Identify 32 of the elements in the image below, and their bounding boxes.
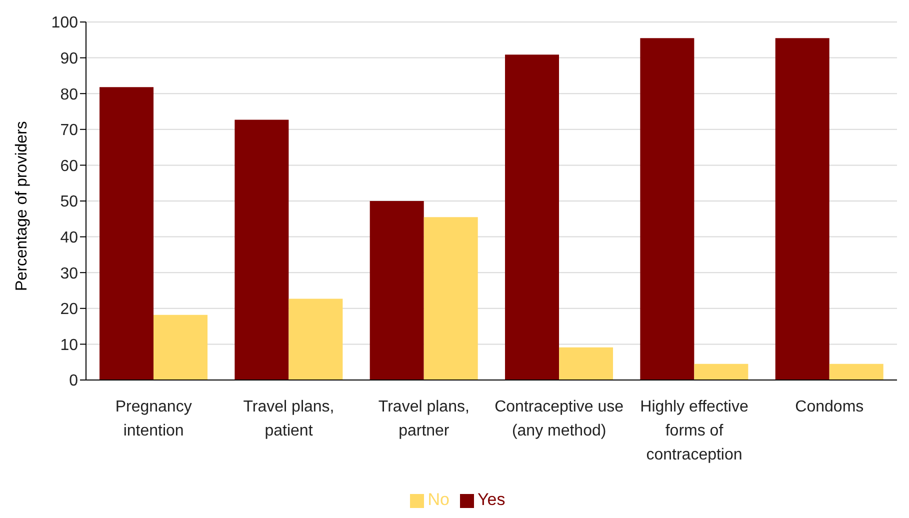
- bar: [505, 54, 560, 380]
- y-tick-label: 80: [60, 86, 78, 104]
- y-tick-label: 20: [60, 301, 78, 318]
- legend-label: Yes: [478, 490, 506, 509]
- bar: [829, 364, 884, 380]
- x-tick-label: Pregnancy intention: [115, 398, 192, 440]
- bar: [234, 120, 289, 380]
- bar: [288, 298, 343, 380]
- y-tick-label: 90: [60, 50, 78, 68]
- y-tick-label: 50: [60, 194, 78, 211]
- bar: [694, 364, 748, 380]
- y-tick-label: 100: [51, 14, 78, 32]
- y-tick-label: 40: [60, 229, 78, 246]
- y-tick-label: 10: [60, 336, 78, 354]
- bar: [559, 347, 614, 380]
- y-tick-label: 60: [60, 158, 78, 175]
- y-tick-label: 70: [60, 122, 78, 140]
- y-tick-label: 30: [60, 265, 78, 282]
- legend-label: No: [428, 490, 450, 509]
- bar: [154, 314, 208, 380]
- x-tick-label: Contraceptive use (any method): [494, 398, 624, 440]
- bar: [640, 38, 694, 380]
- x-tick-label: Travel plans, partner: [378, 398, 470, 440]
- y-axis-title: Percentage of providers: [14, 121, 31, 291]
- bar: [424, 217, 478, 380]
- x-tick-label: Travel plans, patient: [243, 398, 334, 440]
- bar: [370, 201, 424, 380]
- x-tick-label: Condoms: [795, 398, 864, 416]
- bar: [775, 38, 830, 380]
- x-tick-label: Highly effective forms of contraception: [640, 398, 748, 464]
- y-tick-label: 0: [69, 372, 78, 390]
- bar: [100, 87, 154, 380]
